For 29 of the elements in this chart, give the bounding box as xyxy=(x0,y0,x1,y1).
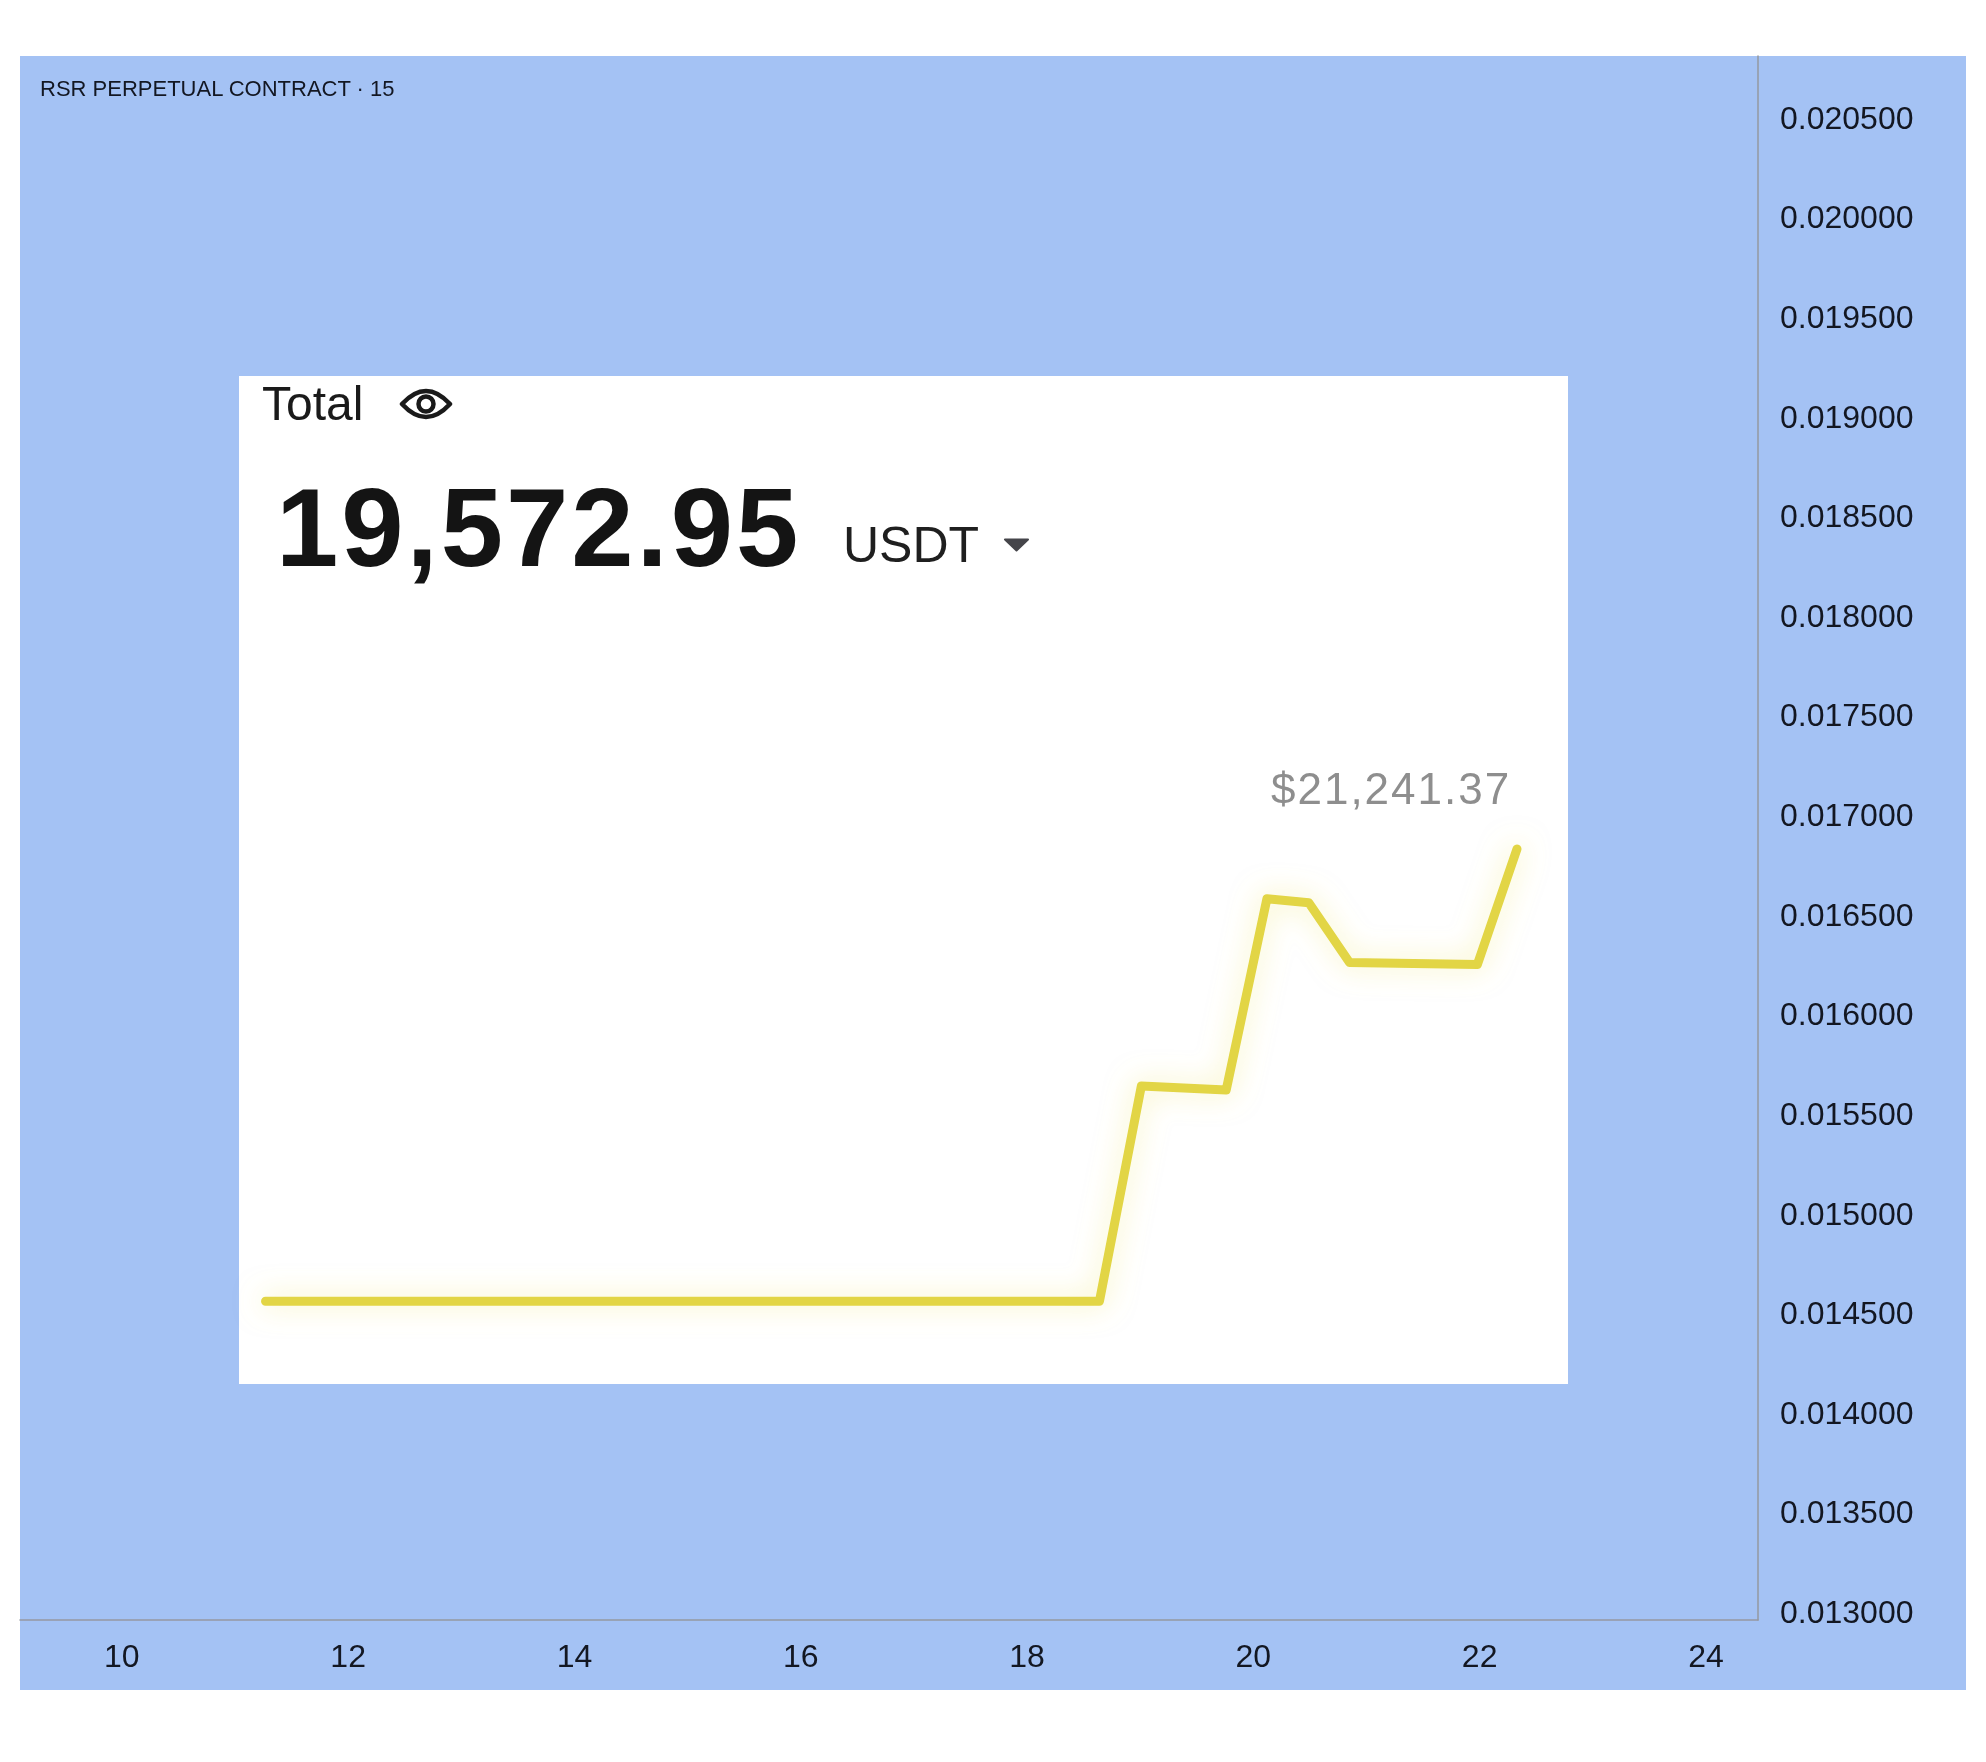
annotation: $21,241.37 xyxy=(1270,763,1512,813)
y-tick-label: 0.015500 xyxy=(1780,1095,1914,1132)
text: RSR PERPETUAL CONTRACT · 15 xyxy=(40,75,395,101)
x-tick-label: 14 xyxy=(556,1638,593,1674)
x-tick-label: 20 xyxy=(1235,1638,1272,1674)
y-tick-label: 0.016500 xyxy=(1780,896,1914,933)
y-tick-label: 0.014000 xyxy=(1780,1394,1914,1431)
x-tick-label: 24 xyxy=(1688,1638,1724,1674)
y-tick-label: 0.019500 xyxy=(1780,299,1914,335)
annotation: 19,572.95 xyxy=(276,465,802,590)
y-tick-label: 0.015000 xyxy=(1780,1195,1914,1232)
x-tick-label: 16 xyxy=(782,1638,819,1674)
annotation: Total xyxy=(262,377,364,430)
y-tick-label: 0.017500 xyxy=(1780,697,1914,734)
y-tick-label: 0.013000 xyxy=(1780,1594,1914,1631)
y-tick-label: 0.016000 xyxy=(1780,996,1914,1033)
x-tick-label: 18 xyxy=(1009,1638,1045,1674)
y-tick-label: 0.018000 xyxy=(1780,597,1914,634)
x-tick-label: 22 xyxy=(1461,1638,1498,1674)
y-tick-label: 0.017000 xyxy=(1780,797,1914,834)
annotation: USDT xyxy=(843,517,980,573)
x-tick-label: 12 xyxy=(330,1638,366,1674)
y-tick-label: 0.013500 xyxy=(1780,1494,1914,1531)
y-tick-label: 0.018500 xyxy=(1780,498,1914,535)
y-tick-label: 0.019000 xyxy=(1780,398,1914,435)
y-tick-label: 0.014500 xyxy=(1780,1295,1914,1332)
y-tick-label: 0.020500 xyxy=(1780,99,1914,136)
y-tick-label: 0.020000 xyxy=(1780,199,1914,236)
x-tick-label: 10 xyxy=(104,1638,140,1674)
